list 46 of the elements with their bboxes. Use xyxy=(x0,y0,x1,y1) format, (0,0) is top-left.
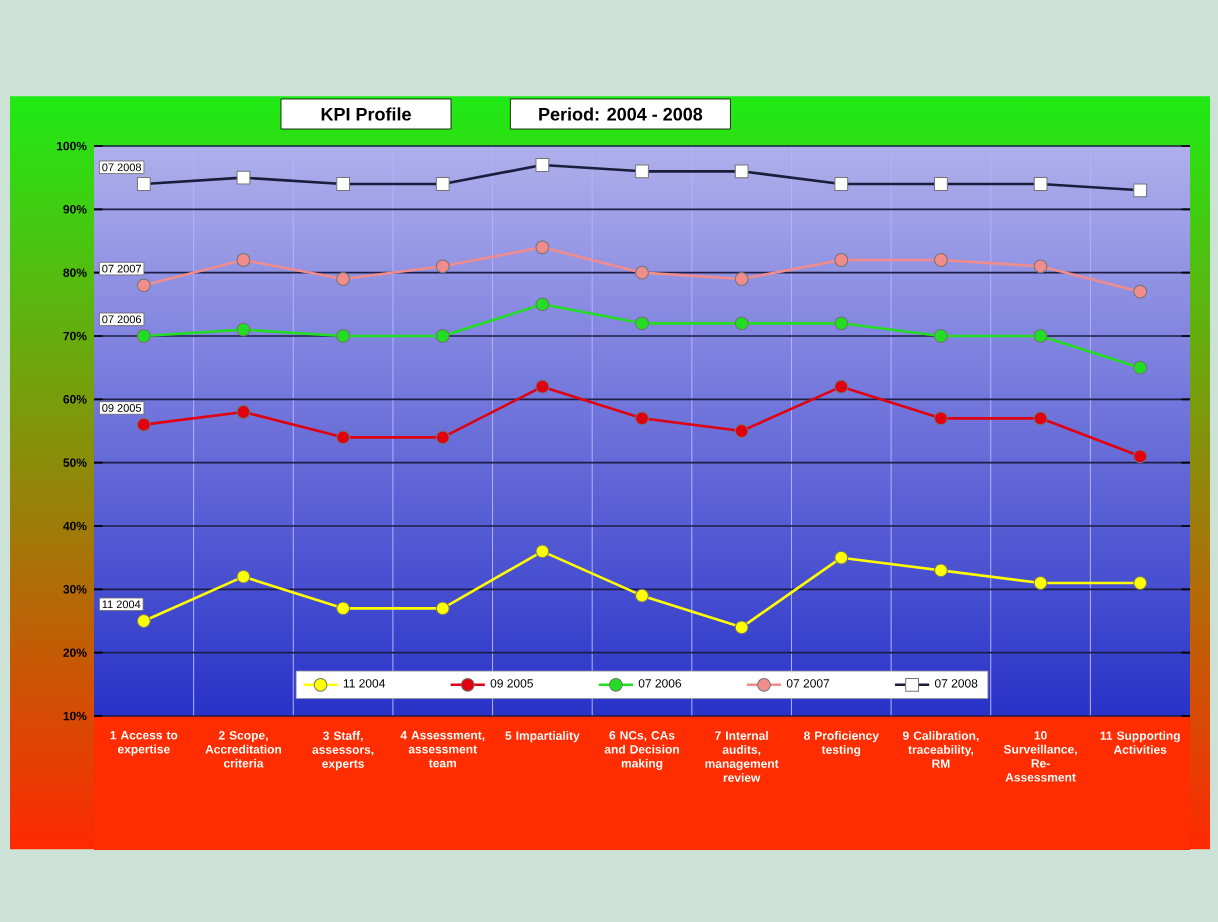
point xyxy=(535,297,550,312)
point xyxy=(535,240,550,255)
point xyxy=(1133,576,1148,590)
point xyxy=(136,614,151,628)
point xyxy=(435,329,450,343)
point xyxy=(136,278,151,293)
point xyxy=(834,253,849,267)
point xyxy=(635,316,649,331)
point xyxy=(834,550,849,565)
chart-title: KPI Profile xyxy=(321,107,411,121)
point xyxy=(535,544,550,559)
point xyxy=(734,620,749,635)
point xyxy=(236,322,251,337)
point xyxy=(834,316,849,331)
point xyxy=(336,272,350,286)
point xyxy=(435,601,450,616)
point xyxy=(435,259,450,274)
point xyxy=(734,272,749,286)
point xyxy=(1133,360,1148,375)
point xyxy=(1033,329,1048,343)
point xyxy=(734,424,749,438)
point xyxy=(336,430,350,445)
point xyxy=(934,329,948,343)
point xyxy=(734,316,749,331)
point xyxy=(435,430,450,445)
point xyxy=(136,417,151,432)
chart-subtitle: Period: 2004 - 2008 xyxy=(539,107,703,121)
point xyxy=(535,379,550,394)
point xyxy=(236,569,251,584)
point xyxy=(635,265,649,280)
point xyxy=(336,329,350,343)
point xyxy=(1033,259,1048,274)
point xyxy=(1033,411,1048,426)
point xyxy=(934,411,948,426)
point xyxy=(1033,576,1048,590)
point xyxy=(136,329,151,343)
point xyxy=(336,601,350,616)
point xyxy=(834,379,849,394)
point xyxy=(934,563,948,578)
point xyxy=(236,405,251,419)
point xyxy=(1133,449,1148,464)
point xyxy=(236,253,251,267)
point xyxy=(1133,284,1148,299)
point xyxy=(934,253,948,267)
point xyxy=(635,588,649,603)
point xyxy=(635,411,649,426)
